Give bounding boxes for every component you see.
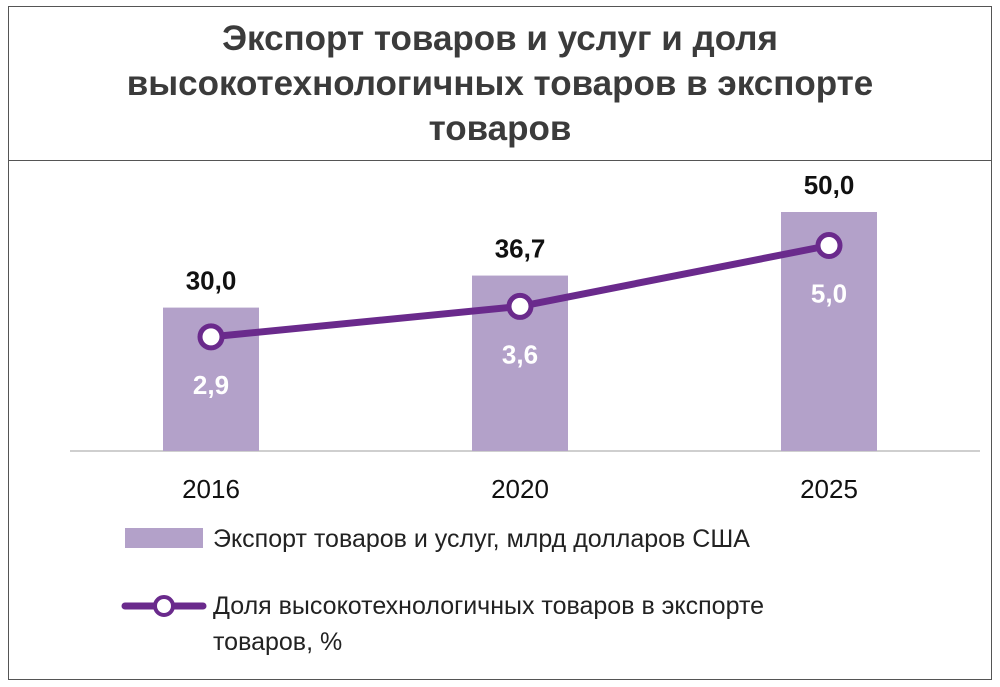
- x-tick-label: 2016: [182, 474, 240, 504]
- line-value-label: 2,9: [193, 370, 229, 400]
- line-marker: [197, 323, 225, 351]
- title-box: Экспорт товаров и услуг и доля высокотех…: [9, 7, 991, 161]
- bar-value-label: 30,0: [186, 266, 237, 296]
- x-tick-label: 2025: [800, 474, 858, 504]
- line-marker: [815, 232, 843, 259]
- bar-value-label: 50,0: [804, 170, 855, 200]
- legend-bar-swatch: [125, 528, 203, 548]
- legend-line-marker: [153, 595, 175, 617]
- bar-value-label: 36,7: [495, 234, 546, 264]
- x-tick-label: 2020: [491, 474, 549, 504]
- line-value-label: 5,0: [811, 279, 847, 309]
- legend-bar-label: Экспорт товаров и услуг, млрд долларов С…: [213, 525, 750, 553]
- line-value-label: 3,6: [502, 339, 538, 369]
- chart-title: Экспорт товаров и услуг и доля высокотех…: [126, 19, 874, 148]
- legend-line-label: Доля высокотехнологичных товаров в экспо…: [213, 592, 764, 656]
- line-marker: [506, 292, 534, 320]
